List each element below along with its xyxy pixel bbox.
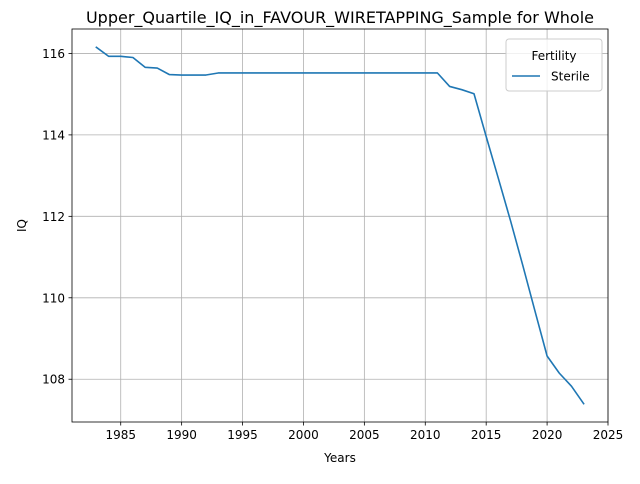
data-point (339, 72, 341, 74)
data-point (388, 72, 390, 74)
x-tick-label: 2015 (471, 428, 502, 442)
data-point (376, 72, 378, 74)
legend-title: Fertility (531, 49, 576, 63)
x-tick-label: 2000 (288, 428, 319, 442)
y-tick-label: 114 (42, 128, 65, 142)
x-tick-label: 1990 (166, 428, 197, 442)
data-point (193, 74, 195, 76)
y-tick-label: 110 (42, 291, 65, 305)
data-point (144, 66, 146, 68)
data-point (485, 136, 487, 138)
data-point (546, 355, 548, 357)
x-tick-label: 1995 (227, 428, 258, 442)
data-point (230, 72, 232, 74)
data-point (412, 72, 414, 74)
data-point (120, 55, 122, 57)
x-tick-label: 1985 (105, 428, 136, 442)
data-point (108, 55, 110, 57)
data-point (242, 72, 244, 74)
data-point (315, 72, 317, 74)
x-axis-label: Years (323, 451, 356, 465)
data-point (266, 72, 268, 74)
data-point (96, 47, 98, 49)
data-point (327, 72, 329, 74)
legend-label-sterile: Sterile (551, 70, 590, 84)
data-point (558, 372, 560, 374)
data-point (437, 72, 439, 74)
legend: Fertility Sterile (506, 39, 602, 91)
x-tick-label: 2005 (349, 428, 380, 442)
data-point (303, 72, 305, 74)
data-point (583, 403, 585, 405)
data-point (132, 57, 134, 59)
data-point (473, 93, 475, 95)
y-tick-label: 116 (42, 47, 65, 61)
data-point (181, 74, 183, 76)
data-point (217, 72, 219, 74)
x-tick-label: 2025 (593, 428, 624, 442)
data-point (254, 72, 256, 74)
data-point (510, 220, 512, 222)
data-point (449, 86, 451, 88)
data-point (424, 72, 426, 74)
data-point (351, 72, 353, 74)
data-point (498, 178, 500, 180)
y-tick-label: 112 (42, 210, 65, 224)
data-point (461, 89, 463, 91)
data-point (290, 72, 292, 74)
x-tick-label: 2010 (410, 428, 441, 442)
data-point (205, 74, 207, 76)
data-point (364, 72, 366, 74)
data-point (571, 385, 573, 387)
y-tick-label: 108 (42, 373, 65, 387)
x-tick-label: 2020 (532, 428, 563, 442)
data-point (156, 67, 158, 69)
data-point (522, 264, 524, 266)
data-point (400, 72, 402, 74)
chart-title: Upper_Quartile_IQ_in_FAVOUR_WIRETAPPING_… (86, 8, 594, 28)
y-axis-label: IQ (15, 219, 29, 232)
data-point (278, 72, 280, 74)
data-point (169, 74, 171, 76)
data-point (534, 310, 536, 312)
